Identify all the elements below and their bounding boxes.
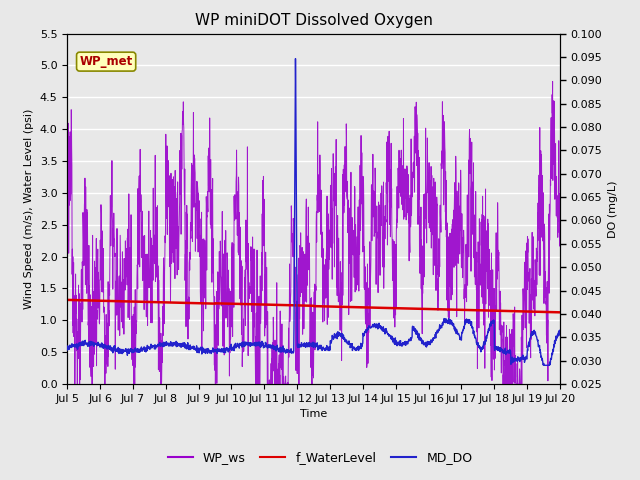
Text: WP_met: WP_met [79, 55, 132, 68]
Y-axis label: DO (mg/L): DO (mg/L) [608, 180, 618, 238]
X-axis label: Time: Time [300, 409, 327, 419]
Legend: WP_ws, f_WaterLevel, MD_DO: WP_ws, f_WaterLevel, MD_DO [163, 446, 477, 469]
Title: WP miniDOT Dissolved Oxygen: WP miniDOT Dissolved Oxygen [195, 13, 433, 28]
Y-axis label: Wind Speed (m/s), Water Level (psi): Wind Speed (m/s), Water Level (psi) [24, 108, 34, 309]
